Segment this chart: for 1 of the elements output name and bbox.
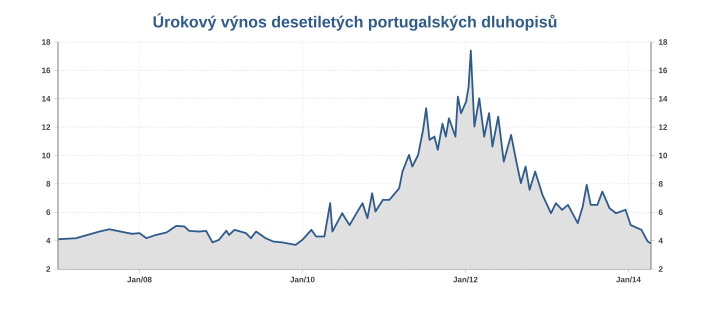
chart-title: Úrokový výnos desetiletých portugalských dluhopisů (154, 13, 556, 31)
